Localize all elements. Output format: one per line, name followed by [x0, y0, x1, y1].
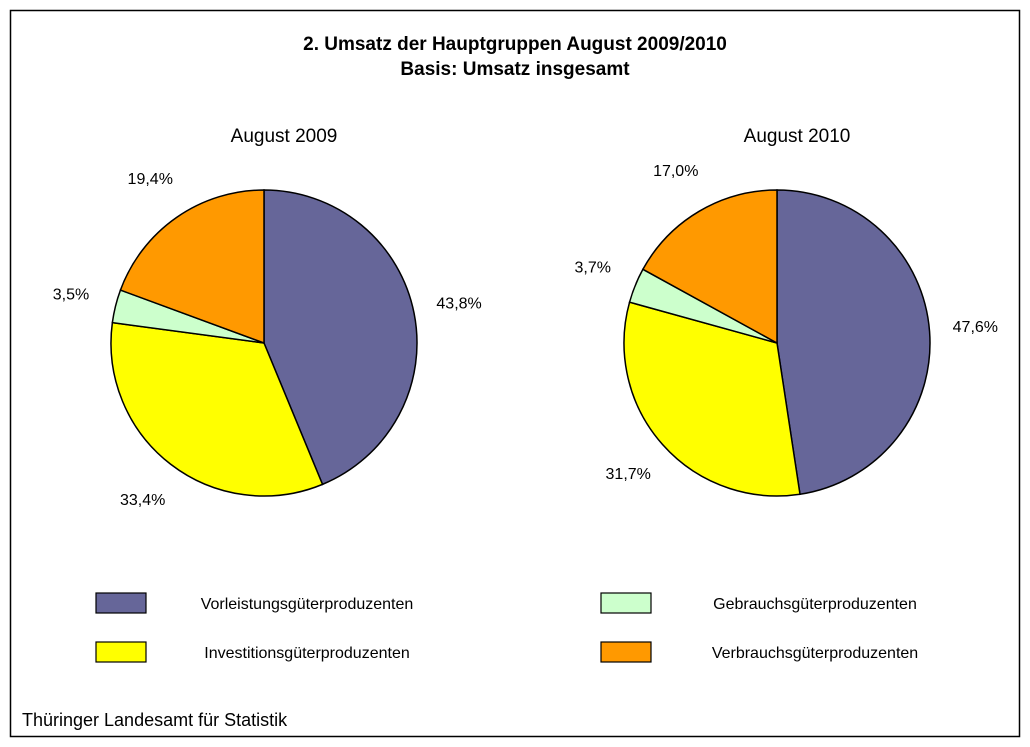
pie-slice — [110, 321, 324, 497]
data-label: 47,6% — [953, 319, 998, 336]
data-label: 17,0% — [653, 163, 698, 180]
data-label: 43,8% — [436, 295, 481, 312]
pie-title: August 2009 — [231, 126, 338, 147]
chart-title: 2. Umsatz der Hauptgruppen August 2009/2… — [303, 34, 727, 55]
pie-slice — [641, 189, 778, 345]
pie-slice — [119, 189, 265, 345]
legend-label: Investitionsgüterproduzenten — [204, 645, 409, 662]
legend-label: Gebrauchsgüterproduzenten — [713, 596, 917, 613]
data-label: 3,5% — [53, 286, 89, 303]
data-label: 19,4% — [128, 171, 173, 188]
legend-swatch — [95, 592, 147, 614]
source: Thüringer Landesamt für Statistik — [22, 710, 288, 730]
chart-subtitle: Basis: Umsatz insgesamt — [400, 59, 630, 80]
pie-slice — [623, 301, 801, 497]
pie-slice — [263, 189, 418, 486]
legend-swatch — [95, 641, 147, 663]
data-label: 33,4% — [120, 492, 165, 509]
data-label: 3,7% — [575, 259, 611, 276]
legend-swatch — [600, 592, 652, 614]
legend-label: Vorleistungsgüterproduzenten — [201, 596, 414, 613]
data-label: 31,7% — [606, 466, 651, 483]
legend-swatch — [600, 641, 652, 663]
pie-title: August 2010 — [744, 126, 851, 147]
pie-slice — [776, 189, 931, 496]
legend-label: Verbrauchsgüterproduzenten — [712, 645, 918, 662]
